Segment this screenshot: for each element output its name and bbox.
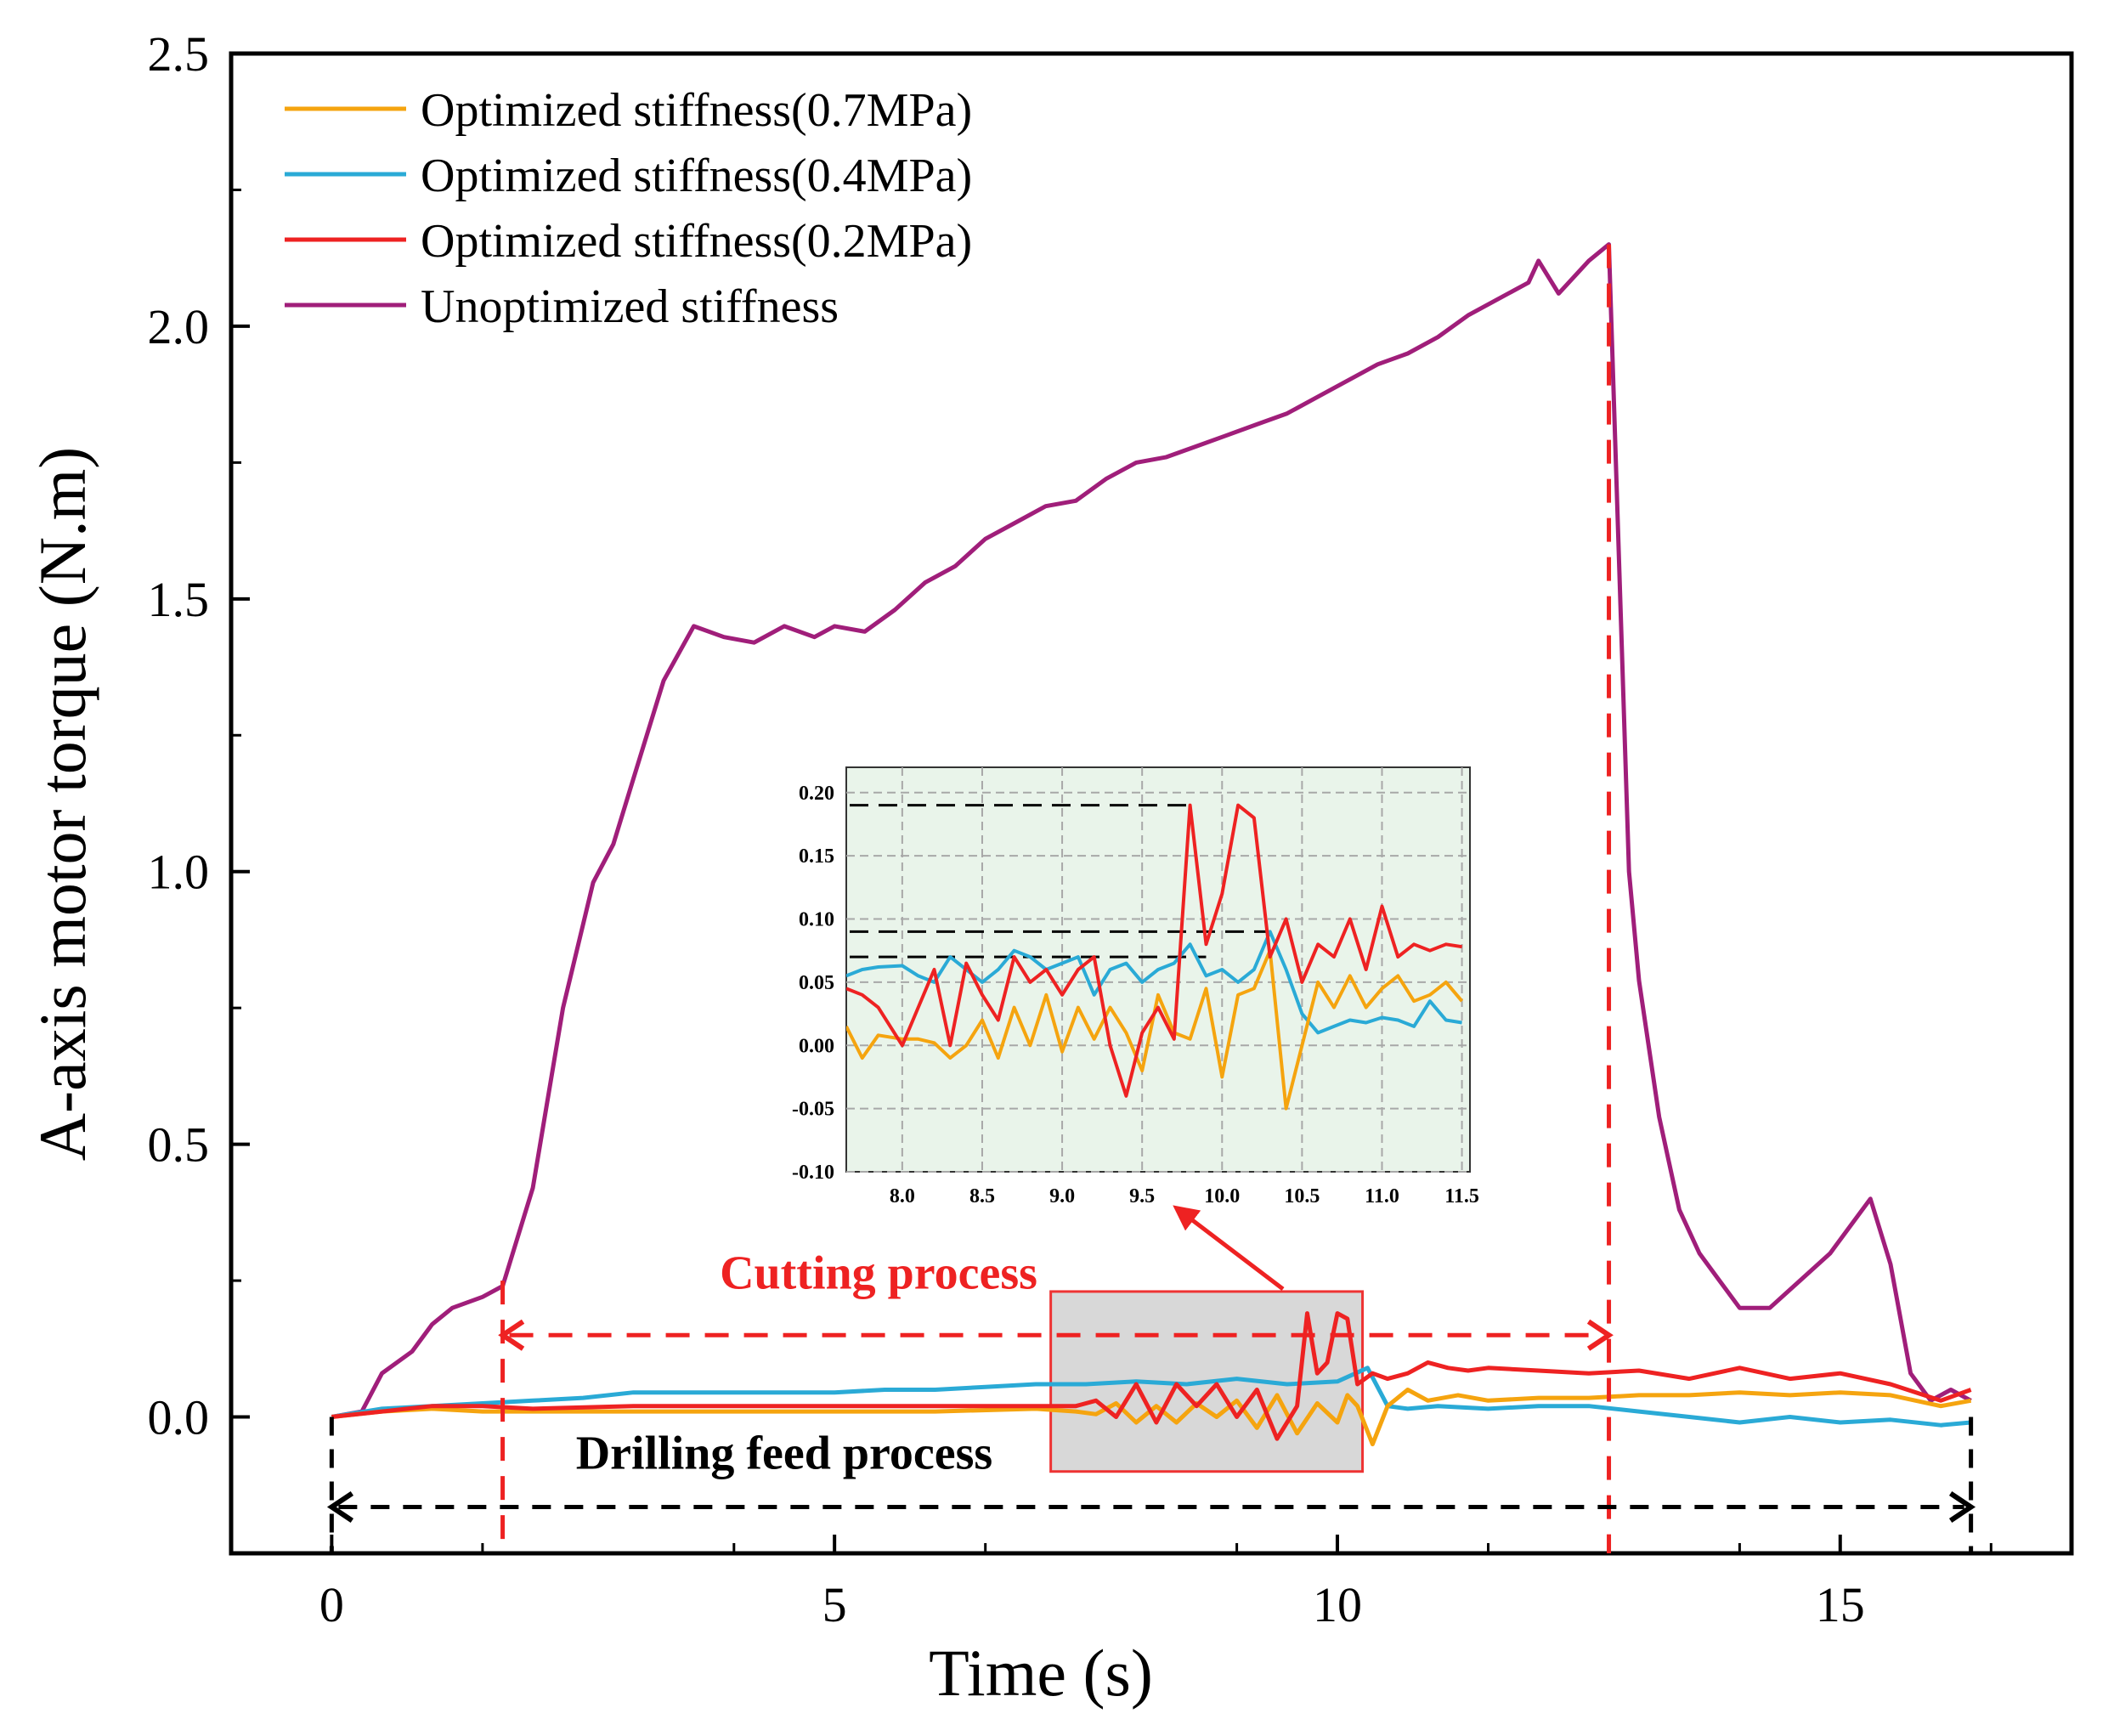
- series-line-optimized-stiffness-0-7mpa: [331, 1388, 1972, 1447]
- legend-label-unoptimized: Unoptimized stiffness: [421, 280, 839, 333]
- series-line-optimized-stiffness-0-2mpa: [331, 1311, 1972, 1441]
- x-tick-label: 5: [822, 1577, 847, 1632]
- x-tick-label: 15: [1816, 1577, 1865, 1632]
- inset-x-tick-label: 11.5: [1444, 1185, 1479, 1207]
- inset-x-tick-label: 11.0: [1365, 1185, 1399, 1207]
- zoom-pointer-arrow: [1173, 1205, 1285, 1291]
- y-tick-label: 2.0: [148, 299, 210, 354]
- main-axis-ticks: [229, 52, 1992, 1555]
- drilling-feed-label: Drilling feed process: [576, 1428, 992, 1480]
- y-tick-label: 1.5: [148, 572, 210, 627]
- y-tick-label: 1.0: [148, 845, 210, 900]
- legend-label-0-7mpa: Optimized stiffness(0.7MPa): [421, 84, 972, 137]
- inset-series-line-optimized-stiffness-0-4mpa: [846, 930, 1462, 1035]
- inset-zoom-chart: 8.0 8.5 9.0 9.5 10.0 10.5 11.0 11.5 -0.10 -0.05 0.…: [792, 766, 1479, 1207]
- inset-y-tick-label: -0.10: [792, 1162, 834, 1184]
- legend-label-0-2mpa: Optimized stiffness(0.2MPa): [421, 215, 972, 268]
- inset-series-group: [846, 803, 1464, 1111]
- inset-x-tick-label: 8.0: [890, 1185, 915, 1207]
- y-tick-label: 0.0: [148, 1390, 210, 1445]
- series-line-unoptimized-stiffness: [331, 242, 1972, 1419]
- inset-x-tick-label: 8.5: [969, 1185, 995, 1207]
- annotations: Cutting process Drilling feed process: [326, 244, 1976, 1553]
- legend: Optimized stiffness(0.7MPa) Optimized st…: [285, 84, 972, 333]
- inset-y-tick-label: -0.05: [792, 1099, 834, 1121]
- series-line-optimized-stiffness-0-4mpa: [331, 1366, 1971, 1428]
- x-tick-label: 0: [319, 1577, 344, 1632]
- cutting-process-label: Cutting process: [720, 1247, 1037, 1300]
- legend-label-0-4mpa: Optimized stiffness(0.4MPa): [421, 150, 972, 202]
- y-tick-label: 0.5: [148, 1117, 210, 1173]
- inset-x-tick-label: 10.5: [1284, 1185, 1320, 1207]
- inset-grid: [846, 767, 1470, 1173]
- x-tick-labels: 0 5 10 15: [319, 1577, 1865, 1632]
- inset-y-tick-label: 0.20: [799, 783, 834, 805]
- inset-tick-labels: 8.0 8.5 9.0 9.5 10.0 10.5 11.0 11.5 -0.10 -0.05 0.…: [792, 783, 1479, 1207]
- inset-y-tick-label: 0.10: [799, 909, 834, 931]
- y-tick-labels: 0.0 0.5 1.0 1.5 2.0 2.5: [148, 26, 210, 1445]
- x-tick-label: 10: [1313, 1577, 1362, 1632]
- inset-series-line-optimized-stiffness-0-7mpa: [846, 948, 1464, 1111]
- inset-y-tick-label: 0.15: [799, 845, 834, 868]
- inset-x-tick-label: 10.0: [1204, 1185, 1240, 1207]
- main-series-group: [331, 242, 1972, 1447]
- inset-y-tick-label: 0.05: [799, 972, 834, 994]
- inset-x-tick-label: 9.0: [1049, 1185, 1075, 1207]
- y-tick-label: 2.5: [148, 26, 210, 82]
- inset-y-tick-label: 0.00: [799, 1035, 834, 1057]
- x-axis-label: Time (s): [929, 1636, 1153, 1710]
- inset-x-tick-label: 9.5: [1129, 1185, 1155, 1207]
- y-axis-label: A-axis motor torque (N.m): [25, 447, 99, 1161]
- inset-series-line-optimized-stiffness-0-2mpa: [846, 803, 1462, 1098]
